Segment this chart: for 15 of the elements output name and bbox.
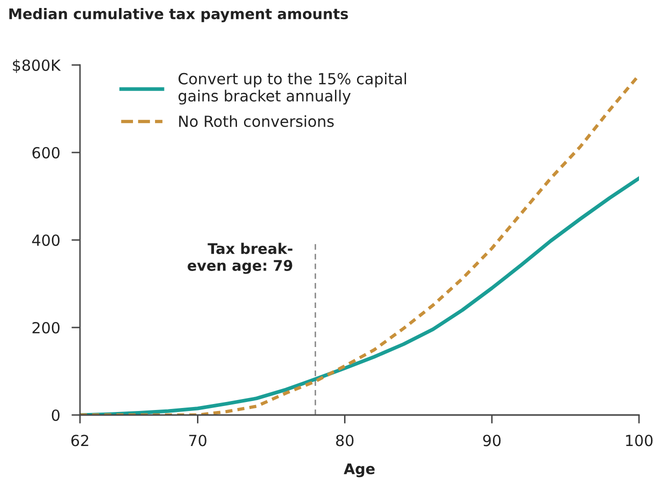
x-tick-label: 100 [626, 434, 653, 446]
y-tick-label: 0 [52, 409, 60, 422]
x-tick-label: 80 [336, 434, 354, 446]
annotation: Tax break- even age: 79 [188, 242, 292, 274]
x-axis-title: Age [344, 463, 375, 478]
y-tick-label: 400 [32, 234, 60, 246]
legend-label: Convert up to the 15% capital gains bracket annually [178, 72, 406, 105]
y-tick-label: $800K [12, 59, 61, 74]
y-tick-label: 200 [32, 322, 60, 334]
legend-label: No Roth conversions [179, 115, 334, 128]
x-tick-label: 62 [71, 434, 88, 446]
chart-title: Median cumulative tax payment amounts [9, 8, 348, 22]
x-tick-label: 70 [189, 434, 206, 446]
x-tick-label: 90 [483, 434, 501, 446]
y-tick-label: 600 [32, 146, 60, 159]
